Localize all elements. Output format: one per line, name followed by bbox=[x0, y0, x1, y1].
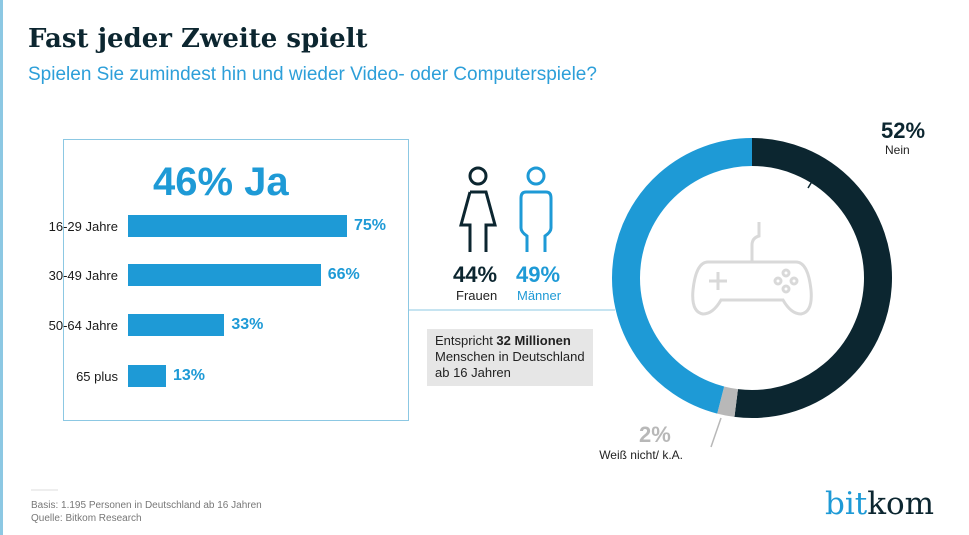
woman-icon bbox=[459, 166, 497, 252]
nein-label: Nein bbox=[885, 143, 910, 157]
yes-total: 46% Ja bbox=[153, 160, 289, 204]
bar-category-label: 30-49 Jahre bbox=[48, 268, 118, 283]
page-subtitle: Spielen Sie zumindest hin und wieder Vid… bbox=[28, 64, 597, 85]
bar-category-label: 65 plus bbox=[76, 369, 118, 384]
bar-value-label: 75% bbox=[354, 217, 387, 234]
note-bold: 32 Millionen bbox=[496, 333, 571, 348]
man-icon bbox=[519, 166, 553, 252]
dontknow-label: Weiß nicht/ k.A. bbox=[599, 448, 683, 462]
bar bbox=[128, 264, 321, 286]
page-title: Fast jeder Zweite spielt bbox=[28, 24, 368, 54]
footer-source: Quelle: Bitkom Research bbox=[31, 513, 142, 524]
bar bbox=[128, 314, 225, 336]
note-rest: Menschen in Deutschland ab 16 Jahren bbox=[435, 349, 585, 380]
info-note: Entspricht 32 Millionen Menschen in Deuts… bbox=[427, 329, 593, 386]
footer-basis: Basis: 1.195 Personen in Deutschland ab … bbox=[31, 500, 262, 511]
bar-category-label: 16-29 Jahre bbox=[48, 219, 118, 234]
age-panel bbox=[63, 139, 409, 421]
men-label: Männer bbox=[517, 288, 562, 303]
bar bbox=[128, 365, 166, 387]
bar bbox=[128, 215, 347, 237]
women-value: 44% bbox=[453, 262, 498, 287]
dontknow-leader bbox=[710, 417, 722, 448]
men-value: 49% bbox=[516, 262, 561, 287]
donut-slice bbox=[734, 138, 892, 418]
nein-leader bbox=[807, 159, 826, 189]
bar-value-label: 66% bbox=[327, 266, 360, 283]
donut-slice bbox=[717, 386, 739, 417]
bitkom-logo: bitkom bbox=[825, 486, 935, 522]
women-label: Frauen bbox=[456, 288, 498, 303]
bar-category-label: 50-64 Jahre bbox=[48, 318, 118, 333]
nein-value: 52% bbox=[881, 118, 926, 143]
graphics bbox=[31, 138, 892, 491]
donut-chart bbox=[612, 138, 892, 418]
bar-value-label: 13% bbox=[172, 367, 205, 384]
donut-slice bbox=[612, 138, 753, 414]
bar-value-label: 33% bbox=[231, 316, 264, 333]
note-prefix: Entspricht bbox=[435, 333, 497, 348]
dontknow-value: 2% bbox=[639, 422, 671, 447]
gamepad-icon bbox=[691, 222, 813, 316]
